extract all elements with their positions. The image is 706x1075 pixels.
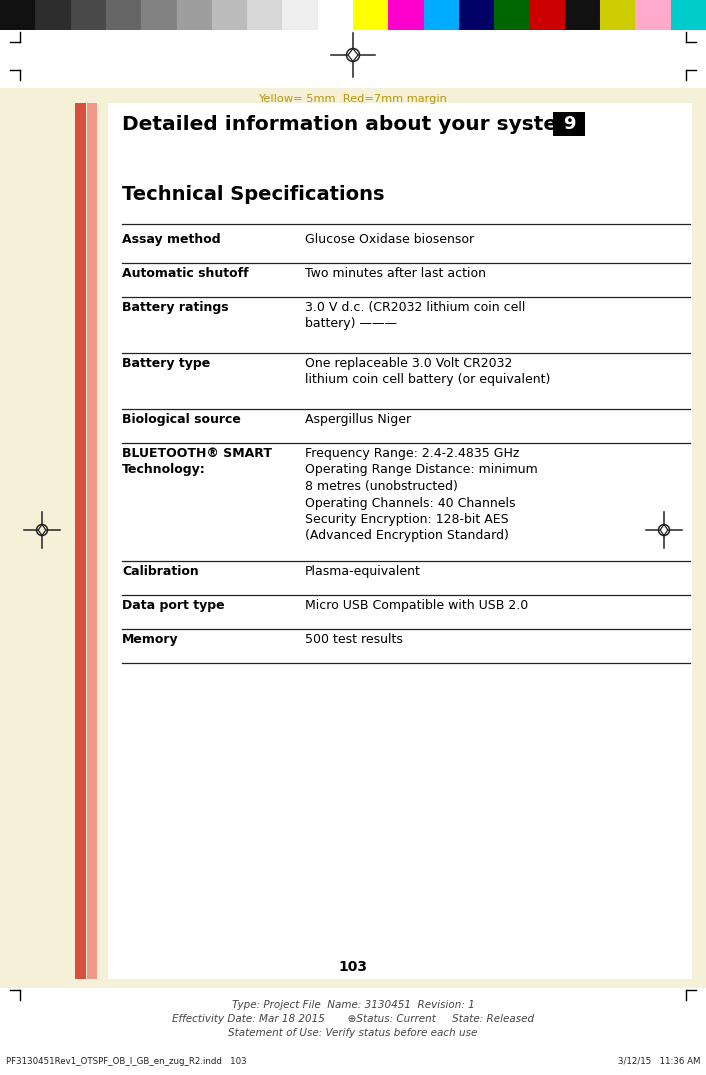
Bar bbox=[553, 112, 585, 137]
Text: Statement of Use: Verify status before each use: Statement of Use: Verify status before e… bbox=[228, 1028, 478, 1038]
Text: Assay method: Assay method bbox=[122, 233, 220, 246]
Bar bbox=[424, 0, 459, 30]
Text: One replaceable 3.0 Volt CR2032
lithium coin cell battery (or equivalent): One replaceable 3.0 Volt CR2032 lithium … bbox=[305, 357, 551, 387]
Text: Automatic shutoff: Automatic shutoff bbox=[122, 267, 249, 280]
Text: Plasma-equivalent: Plasma-equivalent bbox=[305, 565, 421, 578]
Bar bbox=[176, 0, 212, 30]
Text: Biological source: Biological source bbox=[122, 413, 241, 426]
Bar bbox=[635, 0, 671, 30]
Text: Micro USB Compatible with USB 2.0: Micro USB Compatible with USB 2.0 bbox=[305, 599, 528, 612]
Bar bbox=[108, 103, 692, 979]
Text: Data port type: Data port type bbox=[122, 599, 225, 612]
Text: 500 test results: 500 test results bbox=[305, 633, 403, 646]
Bar bbox=[318, 0, 353, 30]
Text: Calibration: Calibration bbox=[122, 565, 199, 578]
Bar bbox=[282, 0, 318, 30]
Text: Two minutes after last action: Two minutes after last action bbox=[305, 267, 486, 280]
Bar bbox=[35, 0, 71, 30]
Bar bbox=[247, 0, 282, 30]
Text: Technical Specifications: Technical Specifications bbox=[122, 185, 385, 204]
Text: Memory: Memory bbox=[122, 633, 179, 646]
Bar bbox=[141, 0, 176, 30]
Bar bbox=[0, 30, 706, 90]
Bar bbox=[87, 103, 97, 979]
Bar bbox=[353, 0, 388, 30]
Bar bbox=[0, 0, 35, 30]
Bar bbox=[388, 0, 424, 30]
Text: PF3130451Rev1_OTSPF_OB_I_GB_en_zug_R2.indd   103: PF3130451Rev1_OTSPF_OB_I_GB_en_zug_R2.in… bbox=[6, 1057, 246, 1066]
Text: 3/12/15   11:36 AM: 3/12/15 11:36 AM bbox=[618, 1057, 700, 1066]
Text: Yellow= 5mm  Red=7mm margin: Yellow= 5mm Red=7mm margin bbox=[258, 94, 448, 104]
Bar bbox=[0, 988, 706, 1075]
Bar bbox=[106, 0, 141, 30]
Text: Detailed information about your system: Detailed information about your system bbox=[122, 115, 578, 134]
Text: Glucose Oxidase biosensor: Glucose Oxidase biosensor bbox=[305, 233, 474, 246]
Text: Effectivity Date: Mar 18 2015       ⊕Status: Current     State: Released: Effectivity Date: Mar 18 2015 ⊕Status: C… bbox=[172, 1014, 534, 1024]
Text: 103: 103 bbox=[338, 960, 368, 974]
Text: 3.0 V d.c. (CR2032 lithium coin cell
battery) ———: 3.0 V d.c. (CR2032 lithium coin cell bat… bbox=[305, 301, 525, 330]
Bar bbox=[530, 0, 565, 30]
Bar bbox=[71, 0, 106, 30]
Bar bbox=[212, 0, 247, 30]
Text: BLUETOOTH® SMART
Technology:: BLUETOOTH® SMART Technology: bbox=[122, 447, 272, 476]
Text: Aspergillus Niger: Aspergillus Niger bbox=[305, 413, 411, 426]
Bar bbox=[600, 0, 635, 30]
Text: 9: 9 bbox=[563, 115, 575, 133]
Text: Battery ratings: Battery ratings bbox=[122, 301, 229, 314]
Text: Battery type: Battery type bbox=[122, 357, 210, 370]
Bar bbox=[459, 0, 494, 30]
Bar bbox=[494, 0, 530, 30]
Bar bbox=[565, 0, 600, 30]
Bar bbox=[0, 88, 706, 988]
Bar bbox=[75, 103, 86, 979]
Text: Type: Project File  Name: 3130451  Revision: 1: Type: Project File Name: 3130451 Revisio… bbox=[232, 1000, 474, 1010]
Bar bbox=[671, 0, 706, 30]
Text: Frequency Range: 2.4-2.4835 GHz
Operating Range Distance: minimum
8 metres (unob: Frequency Range: 2.4-2.4835 GHz Operatin… bbox=[305, 447, 538, 543]
